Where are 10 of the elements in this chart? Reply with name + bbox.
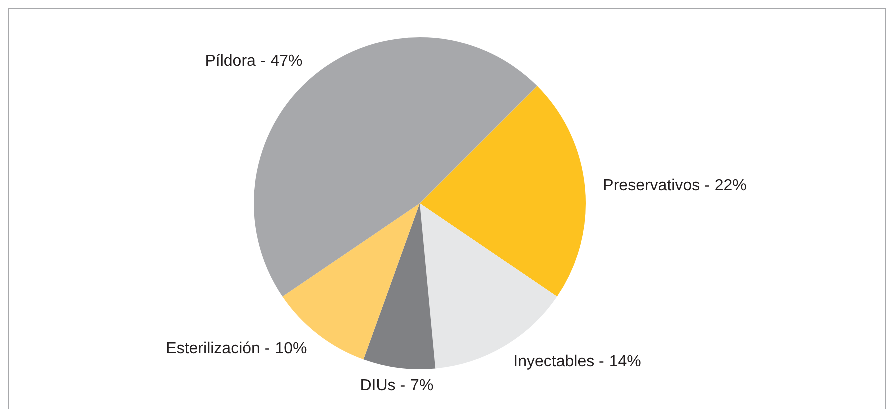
data-label: 14% — [609, 353, 642, 370]
slice-label: DIUs - — [360, 377, 406, 394]
data-label: 10% — [275, 340, 308, 358]
data-label: 7% — [410, 377, 434, 394]
slice-label: Esterilización - — [166, 340, 270, 358]
data-label: 47% — [270, 53, 303, 70]
slice-label: Preservativos - — [603, 178, 710, 195]
slice-label: Inyectables - — [514, 353, 604, 370]
slice-label: Píldora - — [205, 53, 266, 70]
data-label: 22% — [714, 178, 747, 195]
